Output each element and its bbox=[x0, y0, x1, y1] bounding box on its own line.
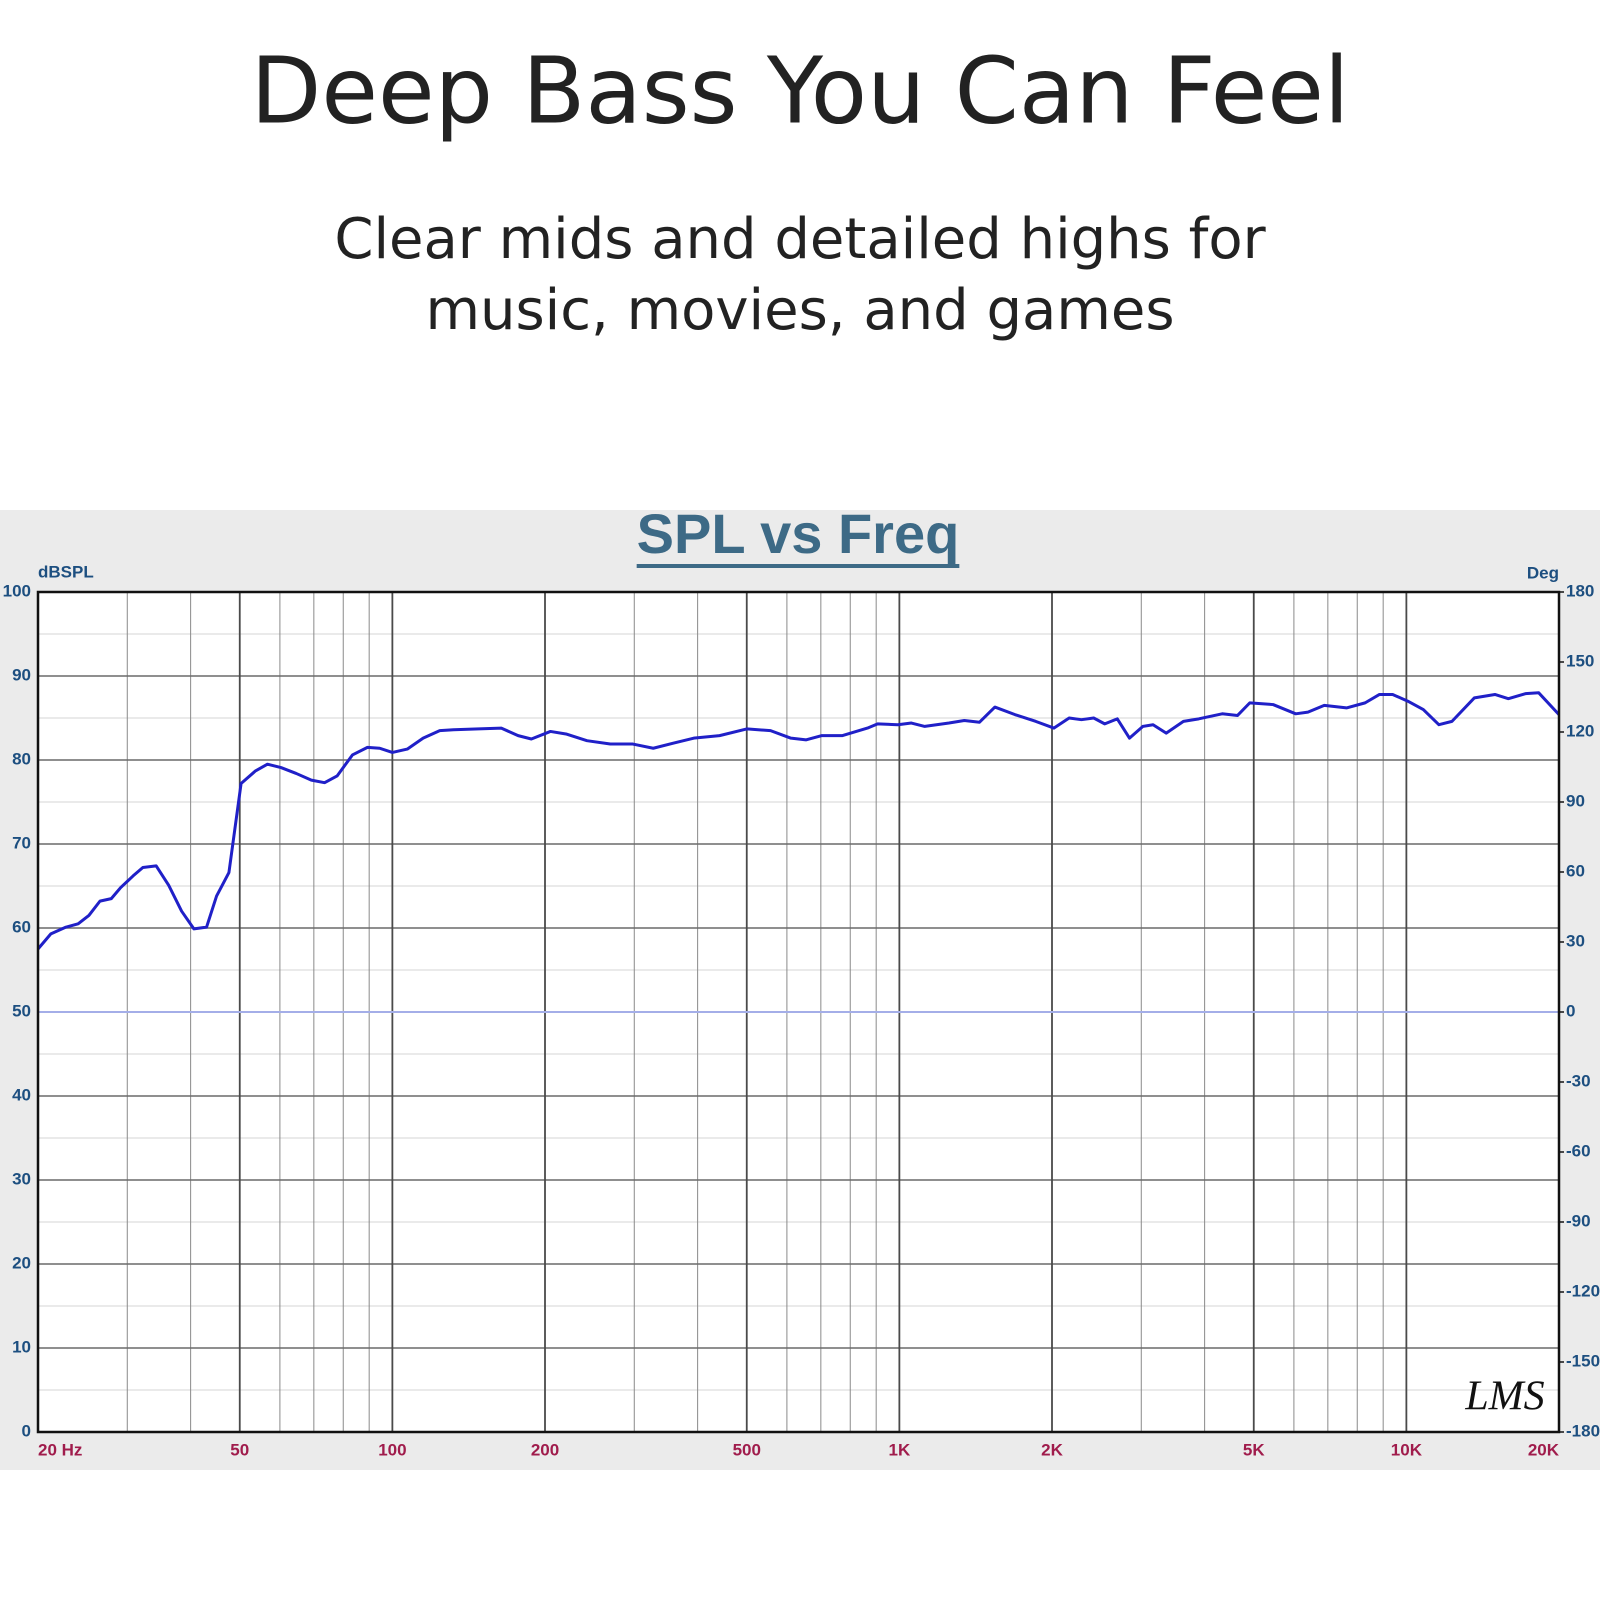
y2-tick-label: 120 bbox=[1566, 721, 1594, 740]
marks bbox=[36, 691, 1561, 1013]
y-tick-label: 90 bbox=[12, 665, 31, 684]
y2-tick-label: -150 bbox=[1566, 1351, 1600, 1370]
y2-tick-label: -120 bbox=[1566, 1281, 1600, 1300]
watermark: LMS bbox=[1464, 1374, 1544, 1420]
x-tick-label: 200 bbox=[531, 1440, 559, 1459]
y2-tick-label: -90 bbox=[1566, 1211, 1591, 1230]
y2-tick-label: 180 bbox=[1566, 581, 1594, 600]
heading: Deep Bass You Can Feel bbox=[251, 37, 1350, 144]
y-tick-label: 100 bbox=[3, 581, 31, 600]
y2-tick-label: -30 bbox=[1566, 1071, 1591, 1090]
y-tick-label: 60 bbox=[12, 917, 31, 936]
y2-tick-label: 60 bbox=[1566, 861, 1585, 880]
x-tick-label: 5K bbox=[1243, 1440, 1265, 1459]
y2-tick-label: -180 bbox=[1566, 1421, 1600, 1440]
y-tick-label: 50 bbox=[12, 1001, 31, 1020]
y2-tick-label: 150 bbox=[1566, 651, 1594, 670]
y-tick-label: 0 bbox=[22, 1421, 31, 1440]
series-line bbox=[36, 691, 1561, 950]
x-tick-label: 10K bbox=[1391, 1440, 1423, 1459]
x-tick-label: 20K bbox=[1528, 1440, 1560, 1459]
x-tick-label: 500 bbox=[733, 1440, 761, 1459]
y-axis-label: dBSPL bbox=[38, 562, 94, 581]
y2-tick-label: 0 bbox=[1566, 1001, 1575, 1020]
y-tick-label: 80 bbox=[12, 749, 31, 768]
chart-title: SPL vs Freq bbox=[637, 502, 960, 565]
y2-tick-label: -60 bbox=[1566, 1141, 1591, 1160]
y2-tick-label: 90 bbox=[1566, 791, 1585, 810]
x-tick-label: 50 bbox=[230, 1440, 249, 1459]
y2-tick-label: 30 bbox=[1566, 931, 1585, 950]
y-tick-label: 10 bbox=[12, 1337, 31, 1356]
x-tick-label: 1K bbox=[889, 1440, 911, 1459]
y-tick-label: 40 bbox=[12, 1085, 31, 1104]
y-tick-label: 20 bbox=[12, 1253, 31, 1272]
x-tick-label: 20 Hz bbox=[38, 1440, 82, 1459]
y2-axis-label: Deg bbox=[1527, 563, 1559, 582]
y-tick-label: 30 bbox=[12, 1169, 31, 1188]
x-tick-label: 2K bbox=[1041, 1440, 1063, 1459]
x-tick-label: 100 bbox=[378, 1440, 406, 1459]
subheading: music, movies, and games bbox=[425, 278, 1174, 343]
y-tick-label: 70 bbox=[12, 833, 31, 852]
subheading: Clear mids and detailed highs for bbox=[334, 207, 1266, 272]
